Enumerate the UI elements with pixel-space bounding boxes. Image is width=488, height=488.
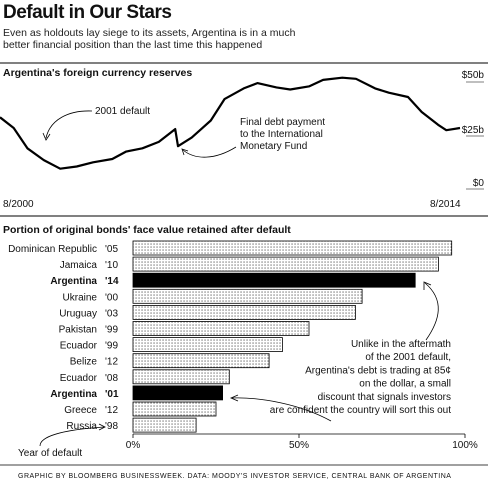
annotation-2001-default: 2001 default <box>95 106 150 117</box>
bonds-x-tick: 0% <box>126 440 141 451</box>
annotation-background <box>334 338 454 430</box>
bar-category-label: Ukraine <box>63 292 98 303</box>
bar-year-label: '10 <box>105 260 118 271</box>
bar-year-label: '08 <box>105 373 118 384</box>
footer-credit: GRAPHIC BY BLOOMBERG BUSINESSWEEK. DATA:… <box>18 473 451 480</box>
bar-year-label: '05 <box>105 244 118 255</box>
argentina-2014-annotation: Unlike in the aftermath of the 2001 defau… <box>270 339 451 416</box>
year-of-default-note: Year of default <box>18 448 82 459</box>
bar <box>132 256 439 272</box>
bar-category-label: Greece <box>64 405 97 416</box>
bar <box>132 353 270 369</box>
reserves-x-end-label: 8/2014 <box>430 199 461 210</box>
annotation-imf-payment: Final debt payment to the International … <box>240 117 328 152</box>
bar-category-label: Ecuador <box>60 341 98 352</box>
bar <box>132 321 310 336</box>
annotation-argentina-2001-arrow <box>231 397 332 422</box>
bar-category-label: Uruguay <box>59 308 97 319</box>
reserves-line <box>0 76 461 170</box>
bar-year-label: '99 <box>105 341 118 352</box>
bar-year-label: '00 <box>105 292 118 303</box>
bar-category-label: Jamaica <box>60 260 98 271</box>
chart-headline: Default in Our Stars <box>3 2 172 23</box>
year-of-default-arrow <box>39 426 105 447</box>
bar <box>132 401 217 417</box>
reserves-y-tick: $0 <box>473 178 485 189</box>
bar-category-label: Ecuador <box>60 373 98 384</box>
bar-year-label: '14 <box>105 276 119 287</box>
annotation-imf-arrow <box>182 146 237 158</box>
bar-year-label: '99 <box>105 325 118 336</box>
bar-category-label: Pakistan <box>59 325 97 336</box>
bar <box>132 385 223 401</box>
bar-category-label: Argentina <box>50 389 97 400</box>
arrowhead-icon <box>229 394 239 402</box>
bar-year-label: '03 <box>105 308 118 319</box>
arrowhead-icon <box>98 423 106 431</box>
arrowhead-icon <box>181 148 189 156</box>
chart-subtitle: Even as holdouts lay siege to its assets… <box>3 27 296 51</box>
bar-category-label: Russia <box>66 421 97 432</box>
bar <box>132 337 283 353</box>
bar-year-label: '01 <box>105 389 119 400</box>
arrowhead-icon <box>423 281 432 290</box>
annotation-argentina-2014-arrow <box>424 282 439 341</box>
reserves-x-start-label: 8/2000 <box>3 199 34 210</box>
reserves-y-tick: $50b <box>462 70 485 81</box>
bar-category-label: Argentina <box>50 276 97 287</box>
bar <box>132 288 363 304</box>
bar <box>132 240 453 256</box>
bar <box>132 272 416 288</box>
bar <box>132 304 356 320</box>
reserves-y-tick: $25b <box>462 125 485 136</box>
reserves-chart-title: Argentina's foreign currency reserves <box>3 67 192 79</box>
bonds-chart-title: Portion of original bonds' face value re… <box>3 224 291 236</box>
annotation-2001-default-arrow <box>45 110 93 139</box>
bar-year-label: '98 <box>105 421 118 432</box>
bar-category-label: Belize <box>70 357 98 368</box>
bar <box>132 369 230 385</box>
bonds-x-tick: 100% <box>452 440 478 451</box>
bar-category-label: Dominican Republic <box>8 244 97 255</box>
arrowhead-icon <box>42 132 51 141</box>
bonds-x-tick: 50% <box>289 440 309 451</box>
bar <box>132 417 197 433</box>
bar-year-label: '12 <box>105 405 118 416</box>
bars-group: Dominican Republic '05 Jamaica '10 Argentina… <box>8 240 453 433</box>
bar-year-label: '12 <box>105 357 118 368</box>
